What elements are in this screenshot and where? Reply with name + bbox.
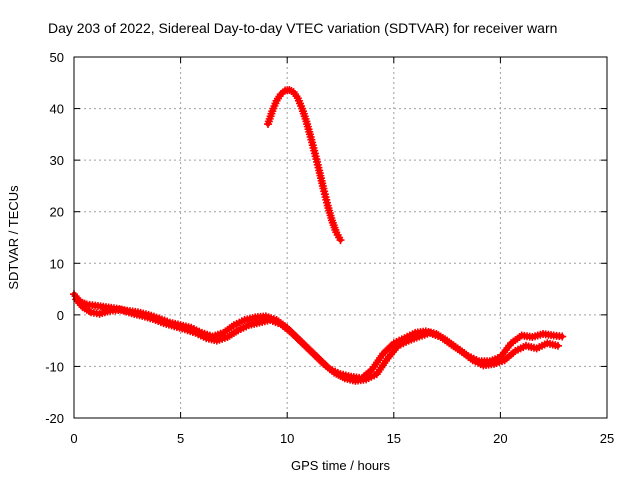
x-tick-label: 5 [177, 431, 184, 446]
x-tick-label: 20 [493, 431, 507, 446]
series-layer [70, 86, 567, 385]
y-axis-label: SDTVAR / TECUs [6, 185, 21, 290]
y-tick-label: 40 [50, 102, 64, 117]
data-point [558, 332, 567, 341]
x-tick-label: 0 [70, 431, 77, 446]
data-point [336, 236, 345, 245]
y-tick-label: 10 [50, 256, 64, 271]
x-tick-label: 25 [600, 431, 614, 446]
chart-title: Day 203 of 2022, Sidereal Day-to-day VTE… [48, 20, 557, 36]
y-tick-label: 20 [50, 205, 64, 220]
x-tick-label: 10 [280, 431, 294, 446]
data-point [553, 341, 562, 350]
series-2 [70, 290, 567, 383]
y-tick-label: 50 [50, 50, 64, 65]
y-tick-label: -10 [45, 359, 64, 374]
grid [74, 57, 607, 418]
plot-frame [73, 56, 608, 419]
series-1 [264, 86, 345, 245]
y-tick-label: 30 [50, 153, 64, 168]
x-axis-ticks: 0 5 10 15 20 25 [70, 57, 614, 446]
x-tick-label: 15 [387, 431, 401, 446]
y-axis-ticks: -20 -10 0 10 20 30 40 50 [45, 50, 607, 426]
series-3 [72, 295, 562, 385]
y-tick-label: 0 [57, 308, 64, 323]
y-tick-label: -20 [45, 411, 64, 426]
x-axis-label: GPS time / hours [291, 458, 390, 473]
